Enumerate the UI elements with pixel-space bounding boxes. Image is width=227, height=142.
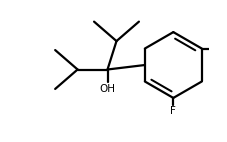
Text: F: F xyxy=(170,106,176,116)
Text: OH: OH xyxy=(99,83,116,94)
